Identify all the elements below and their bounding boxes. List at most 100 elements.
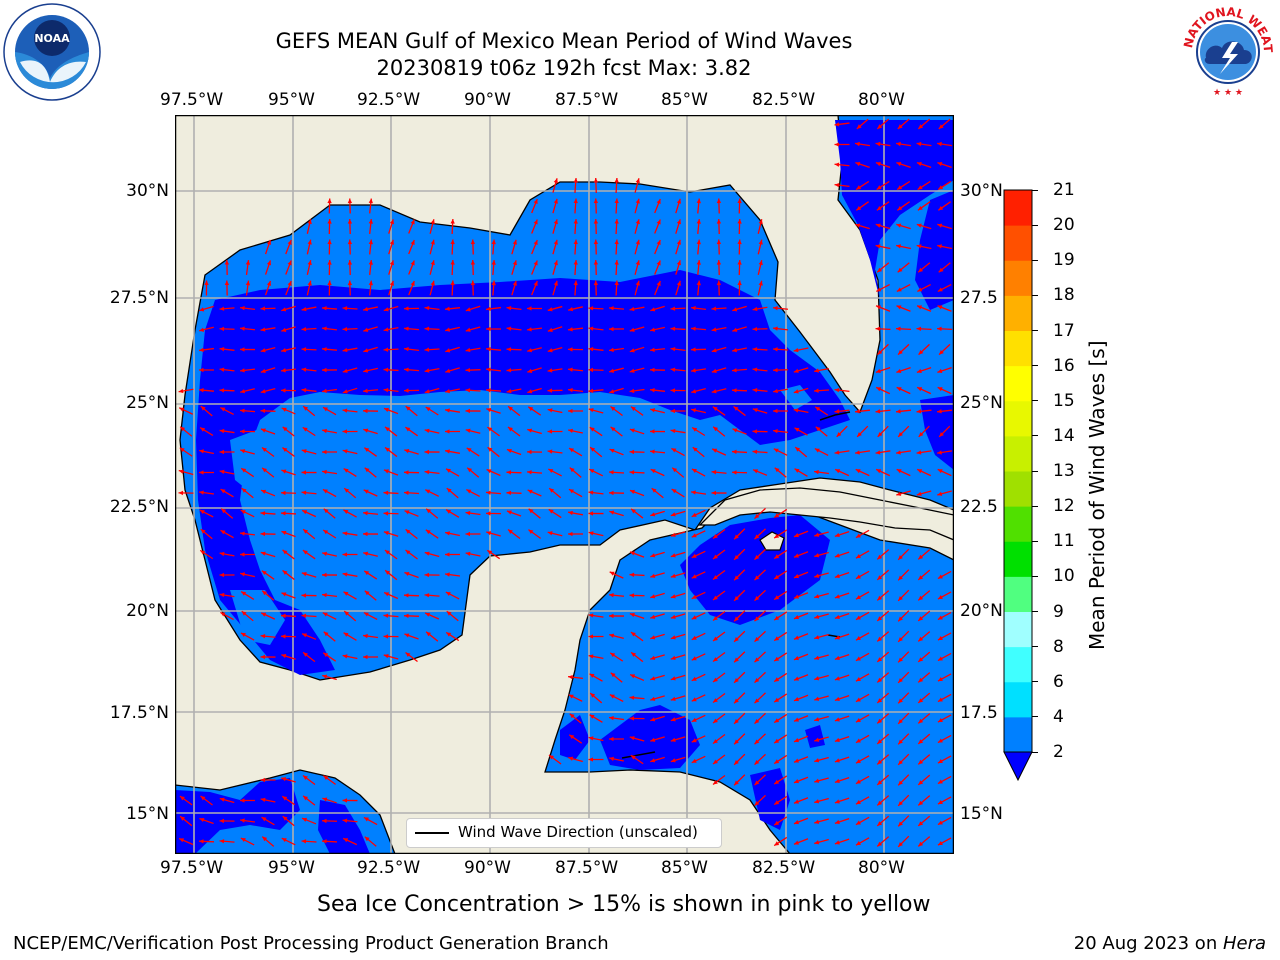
- wind-wave-arrow: [506, 368, 522, 373]
- wind-wave-arrow: [690, 347, 707, 352]
- wind-wave-arrow: [690, 368, 707, 373]
- wind-wave-arrow: [875, 450, 891, 455]
- wind-wave-arrow: [876, 795, 890, 806]
- wind-wave-arrow: [917, 754, 931, 765]
- wind-wave-arrow: [573, 218, 578, 235]
- wind-wave-arrow: [321, 839, 338, 844]
- wind-wave-arrow: [568, 488, 583, 498]
- wind-wave-arrow: [388, 280, 394, 296]
- wind-wave-arrow: [793, 347, 809, 353]
- wind-wave-arrow: [347, 198, 353, 214]
- wind-wave-arrow: [937, 693, 952, 703]
- wind-wave-arrow: [368, 280, 373, 296]
- wind-wave-arrow: [854, 450, 871, 455]
- wind-wave-arrow: [384, 426, 398, 437]
- wind-wave-arrow: [261, 467, 275, 478]
- wind-wave-arrow: [239, 326, 256, 331]
- lat-label-left: 20°N: [126, 601, 169, 621]
- wind-wave-arrow: [936, 326, 953, 332]
- wind-wave-arrow: [219, 326, 235, 332]
- wind-wave-arrow: [834, 531, 850, 538]
- wind-wave-arrow: [876, 610, 890, 622]
- wind-wave-arrow: [712, 733, 726, 745]
- wind-wave-arrow: [670, 346, 686, 352]
- wind-wave-arrow: [716, 239, 722, 255]
- wind-wave-arrow: [264, 280, 272, 296]
- wind-wave-arrow: [424, 612, 440, 620]
- wind-wave-arrow: [896, 490, 911, 496]
- wind-wave-arrow: [711, 367, 727, 373]
- wind-wave-arrow: [834, 674, 850, 681]
- wind-wave-arrow: [834, 551, 850, 558]
- colorbar-tick-label: 6: [1053, 671, 1064, 692]
- wind-wave-arrow: [485, 490, 502, 495]
- colorbar-segment: [1004, 506, 1032, 542]
- wind-wave-arrow: [916, 244, 932, 250]
- wind-wave-arrow: [589, 426, 603, 437]
- wind-wave-arrow: [629, 388, 645, 394]
- wind-wave-arrow: [323, 631, 336, 642]
- wind-wave-arrow: [836, 425, 848, 438]
- wind-wave-arrow: [649, 367, 666, 373]
- wind-wave-arrow: [793, 653, 809, 661]
- wind-wave-arrow: [650, 305, 665, 312]
- wind-wave-arrow: [712, 754, 726, 765]
- wind-wave-arrow: [465, 326, 481, 332]
- wind-wave-arrow: [240, 509, 255, 518]
- wind-wave-arrow: [754, 774, 766, 786]
- wind-wave-arrow: [773, 590, 788, 601]
- wind-wave-arrow: [834, 592, 850, 599]
- wind-wave-arrow: [733, 712, 746, 725]
- wind-wave-arrow: [614, 218, 619, 235]
- wind-wave-arrow: [424, 469, 440, 475]
- wind-wave-arrow: [814, 531, 829, 537]
- lat-label-left: 25°N: [126, 393, 169, 413]
- wind-wave-arrow: [855, 550, 870, 559]
- colorbar-tick: [1032, 435, 1038, 437]
- wind-wave-arrow: [691, 509, 706, 518]
- wind-wave-arrow: [531, 260, 538, 275]
- lat-label-right: 27.5: [960, 288, 998, 308]
- wind-wave-arrow: [322, 652, 337, 662]
- wind-wave-arrow: [260, 489, 276, 497]
- colorbar-tick-label: 8: [1053, 636, 1064, 657]
- wind-wave-arrow: [485, 347, 502, 352]
- lon-label-bottom: 95°W: [268, 858, 315, 878]
- wind-wave-arrow: [670, 572, 686, 578]
- wind-wave-arrow: [528, 529, 541, 539]
- wind-wave-arrow: [917, 610, 931, 622]
- wind-wave-arrow: [424, 572, 440, 578]
- wind-wave-arrow: [916, 223, 932, 230]
- wind-wave-arrow: [384, 569, 398, 581]
- wind-wave-arrow: [916, 367, 932, 374]
- wind-wave-arrow: [552, 280, 558, 296]
- wind-wave-arrow: [404, 510, 419, 517]
- wind-wave-arrow: [712, 672, 726, 683]
- wind-wave-arrow: [260, 306, 276, 311]
- colorbar-tick: [1032, 646, 1038, 648]
- wind-wave-arrow: [737, 280, 742, 296]
- wind-wave-arrow: [220, 611, 234, 621]
- wind-wave-arrow: [614, 280, 619, 296]
- wind-wave-arrow: [609, 756, 624, 762]
- wind-wave-arrow: [589, 446, 603, 458]
- wind-wave-arrow: [239, 552, 256, 557]
- wind-wave-arrow: [937, 837, 952, 846]
- colorbar-tick: [1032, 716, 1038, 718]
- wind-wave-arrow: [610, 405, 623, 417]
- wind-wave-arrow: [327, 280, 332, 296]
- colorbar-segment: [1004, 190, 1032, 226]
- wind-wave-arrow: [388, 219, 394, 234]
- lon-label-bottom: 97.5°W: [160, 858, 224, 878]
- wind-wave-arrow: [733, 548, 746, 561]
- wind-wave-arrow: [219, 797, 235, 804]
- wind-wave-arrow: [384, 446, 398, 458]
- wind-wave-arrow: [444, 429, 461, 434]
- wind-wave-arrow: [322, 797, 337, 804]
- wind-wave-arrow: [342, 326, 358, 332]
- wind-wave-arrow: [301, 839, 317, 844]
- noaa-logo: NOAA: [3, 3, 101, 101]
- wind-wave-arrow: [690, 490, 707, 495]
- wind-wave-arrow: [383, 305, 399, 312]
- wind-wave-arrow: [465, 367, 481, 373]
